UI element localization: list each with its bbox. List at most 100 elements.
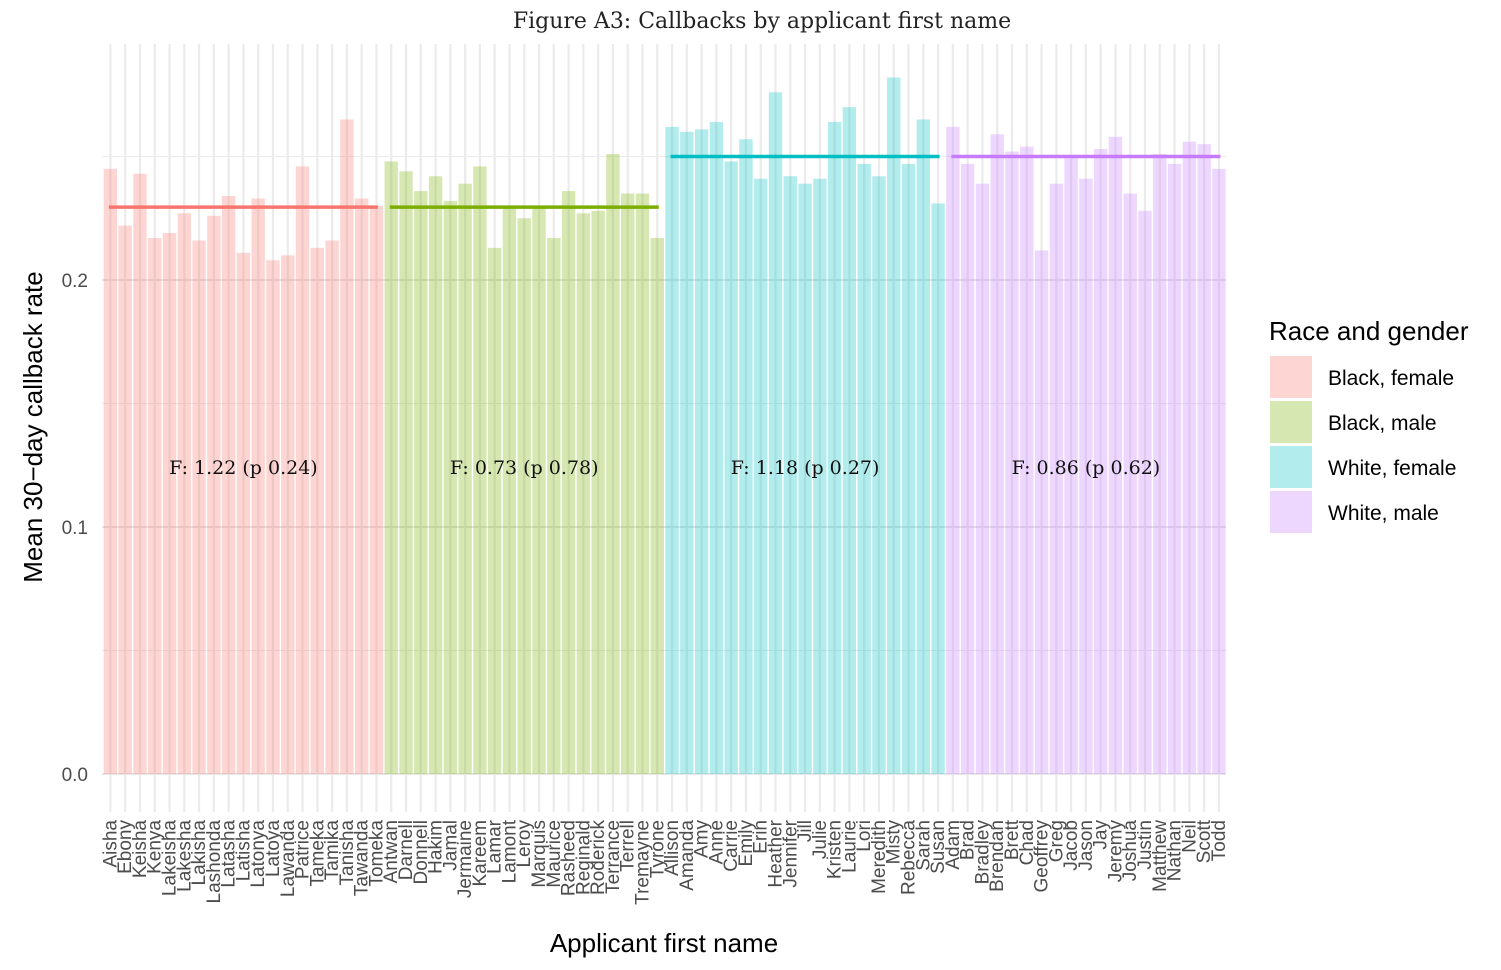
bar-latoya (266, 260, 280, 774)
bar-joshua (1123, 193, 1137, 775)
x-tick-label: Latoya (263, 820, 284, 877)
x-tick-label: Rasheed (559, 820, 580, 896)
x-tick-label: Latasha (219, 820, 240, 888)
bar-neil (1182, 141, 1197, 774)
bar-lakisha (192, 240, 206, 775)
legend: Race and gender Black, female Black, male… (1269, 316, 1469, 533)
bar-ebony (118, 225, 132, 774)
bar-aisha (103, 168, 118, 775)
x-tick-label: Geoffrey (1032, 820, 1053, 893)
legend-swatch (1270, 356, 1312, 398)
legend-label: Black, male (1328, 412, 1437, 435)
bar-jermaine (458, 183, 472, 775)
bar-lori (857, 163, 871, 774)
x-tick-label: Matthew (1150, 820, 1171, 892)
bar-terrance (606, 154, 620, 774)
bar-tomeka (369, 205, 384, 774)
x-tick-label: Emily (736, 820, 757, 867)
x-tick-label: Jermaine (455, 820, 476, 898)
y-axis-title: Mean 30−day callback rate (18, 271, 48, 582)
x-tick-label: Jacob (1061, 820, 1082, 871)
bar-tyrone (650, 238, 664, 774)
x-tick-label: Rebecca (899, 820, 920, 895)
x-tick-label: Tawanda (352, 820, 373, 896)
bar-latisha (236, 252, 251, 774)
y-tick-label: 0.2 (62, 271, 88, 292)
x-tick-label: Carrie (721, 820, 742, 872)
bar-brad (960, 163, 975, 774)
bar-antwan (384, 161, 398, 774)
x-tick-label: Darnell (396, 820, 417, 880)
bars-layer (103, 77, 1226, 775)
legend-swatch (1270, 491, 1312, 533)
x-tick-label: Maurice (544, 820, 565, 888)
x-tick-label: Lamar (485, 819, 506, 874)
y-axis-ticks: 0.0 0.1 0.2 (62, 271, 88, 786)
x-tick-label: Lashonda (204, 820, 225, 904)
x-tick-label: Kristen (825, 820, 846, 879)
legend-swatch (1270, 401, 1312, 443)
bar-tameka (310, 247, 325, 774)
x-tick-label: Neil (1179, 820, 1200, 853)
bar-jay (1093, 149, 1108, 775)
x-tick-label: Tanisha (337, 820, 358, 886)
y-tick-label: 0.0 (62, 765, 88, 786)
x-tick-label: Scott (1194, 819, 1215, 863)
x-tick-label: Patrice (293, 820, 314, 879)
x-tick-label: Lamont (499, 819, 520, 883)
bar-keisha (133, 173, 147, 775)
x-tick-label: Kenya (145, 820, 166, 874)
bar-leroy (517, 218, 531, 774)
bar-scott (1197, 144, 1211, 774)
bar-bradley (975, 183, 990, 775)
bar-darnell (399, 171, 413, 774)
group-mean-lines (108, 154, 1221, 209)
bar-tawanda (354, 198, 369, 775)
bar-lawanda (281, 255, 295, 775)
bar-jennifer (783, 176, 797, 774)
x-tick-label: Sarah (913, 820, 934, 871)
x-tick-label: Joshua (1120, 820, 1141, 882)
chart-title: Figure A3: Callbacks by applicant first … (513, 9, 1011, 34)
bar-erin (754, 178, 768, 775)
x-tick-label: Tomeka (366, 820, 387, 887)
bar-latasha (221, 196, 236, 774)
x-tick-label: Jennifer (780, 819, 801, 887)
x-axis-ticks: AishaEbonyKeishaKenyaLakeishaLakeshaLaki… (100, 819, 1230, 905)
x-tick-label: Hakim (426, 820, 447, 874)
x-tick-label: Jay (1091, 820, 1112, 850)
bar-marquis (532, 205, 546, 774)
x-axis-title: Applicant first name (550, 928, 778, 958)
bar-tremayne (635, 193, 650, 775)
x-tick-label: Reginald (573, 820, 594, 895)
group-annotation: F: 1.22 (p 0.24) (169, 457, 318, 479)
x-tick-label: Jamal (440, 820, 461, 871)
bar-emily (739, 139, 753, 774)
bar-rebecca (901, 163, 916, 774)
bar-brett (1005, 151, 1019, 774)
bar-tanisha (340, 119, 354, 774)
x-tick-label: Aisha (100, 820, 121, 868)
x-tick-label: Latisha (233, 820, 254, 882)
x-tick-label: Nathan (1165, 820, 1186, 881)
x-tick-label: Todd (1209, 820, 1230, 861)
bar-donnell (414, 191, 428, 774)
x-tick-label: Leroy (514, 820, 535, 868)
x-tick-label: Adam (943, 820, 964, 870)
bar-carrie (724, 161, 738, 774)
legend-label: Black, female (1328, 367, 1454, 390)
bar-kenya (148, 238, 162, 774)
bar-lakeisha (162, 233, 177, 774)
x-tick-label: Brett (1002, 819, 1023, 860)
group-annotation: F: 0.86 (p 0.62) (1012, 457, 1161, 479)
bar-lamar (487, 247, 502, 774)
x-tick-label: Tameka (307, 820, 328, 887)
x-tick-label: Meredith (869, 820, 890, 894)
x-tick-label: Lakesha (174, 820, 195, 892)
x-tick-label: Laurie (839, 820, 860, 873)
bar-matthew (1153, 154, 1167, 774)
group-annotation: F: 1.18 (p 0.27) (731, 457, 880, 479)
x-tick-label: Anne (706, 820, 727, 864)
bar-brendan (990, 134, 1004, 774)
x-tick-label: Chad (1017, 820, 1038, 865)
